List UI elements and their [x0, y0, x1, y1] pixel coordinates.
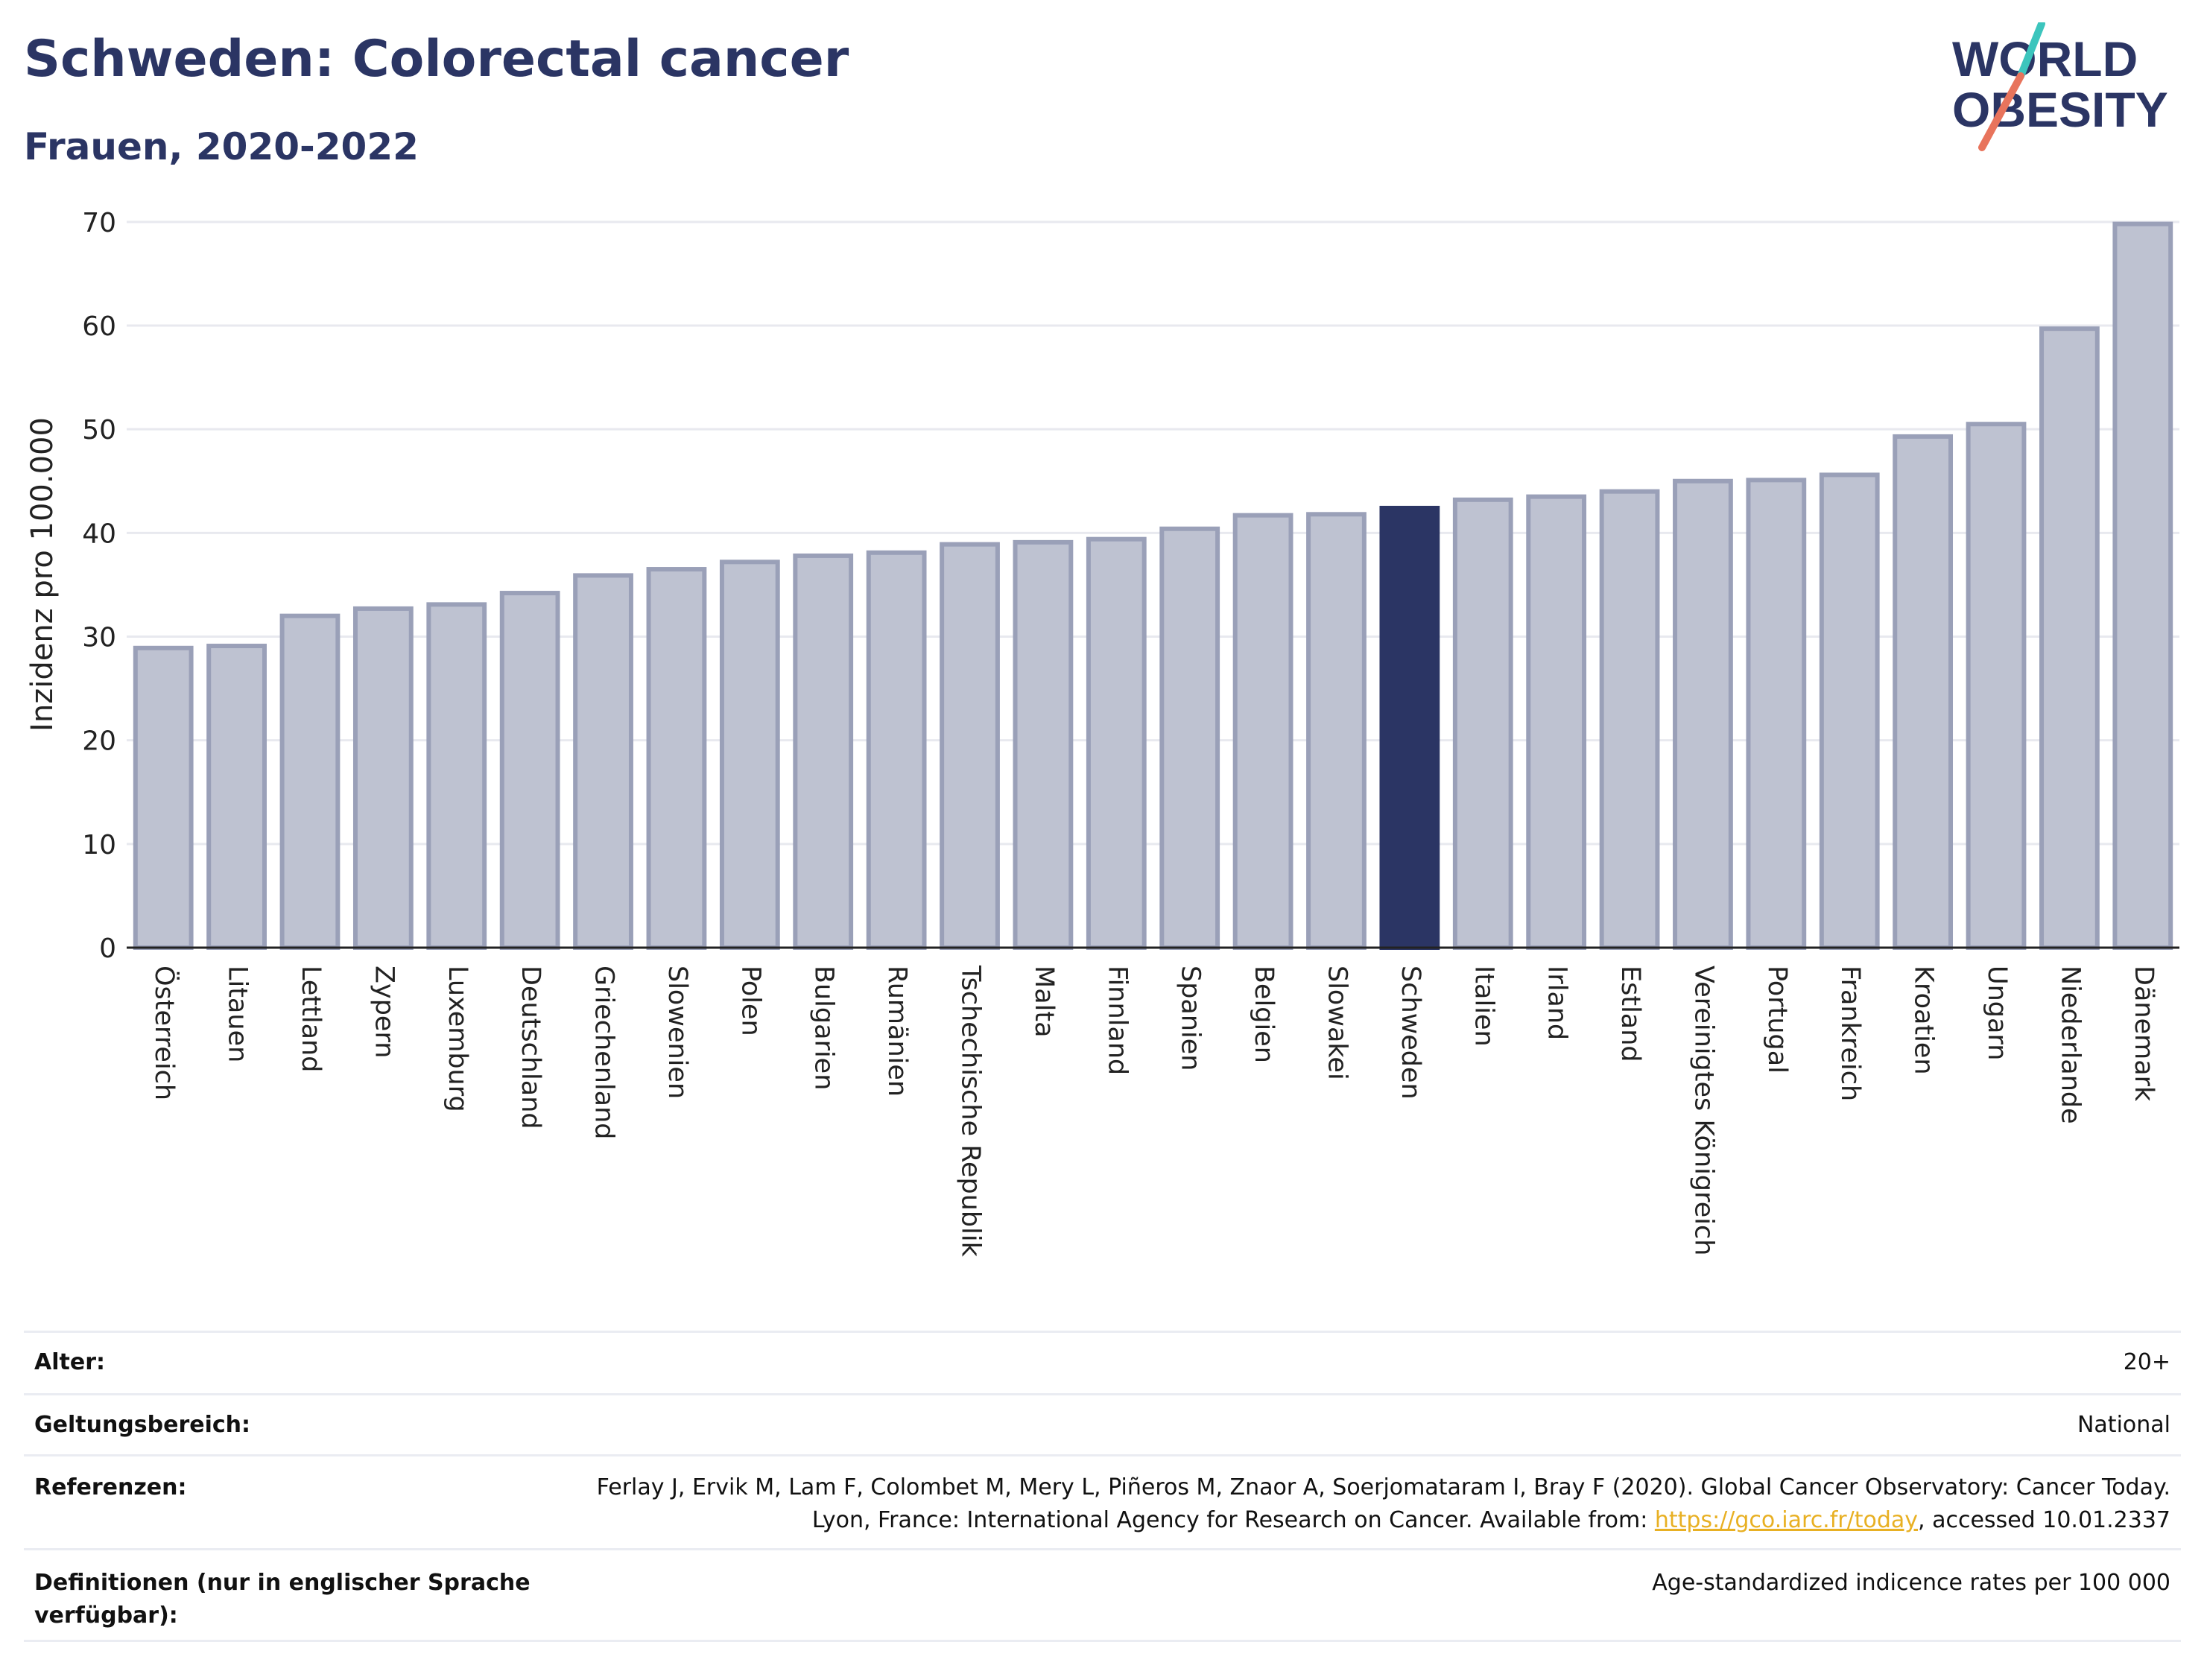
- logo-slash-teal: [2017, 22, 2045, 80]
- x-tick-label: Dänemark: [2129, 966, 2159, 1102]
- bar: [1893, 434, 1954, 950]
- bar: [2039, 326, 2100, 951]
- x-tick-label: Irland: [1542, 966, 1572, 1040]
- x-tick-label: Slowenien: [662, 966, 692, 1099]
- meta-row-definitions: Definitionen (nur in englischer Sprache …: [24, 1548, 2181, 1642]
- bar: [1159, 526, 1220, 950]
- bar: [793, 553, 854, 950]
- meta-row-references: Referenzen: Ferlay J, Ervik M, Lam F, Co…: [24, 1454, 2181, 1548]
- x-tick-label: Rumänien: [882, 966, 912, 1097]
- bar: [1673, 478, 1733, 950]
- meta-key: Alter:: [34, 1349, 105, 1375]
- reference-accessed: , accessed 10.01.2337: [1918, 1507, 2170, 1533]
- bar: [573, 573, 633, 950]
- bar: [279, 613, 341, 951]
- x-tick-label: Belgien: [1249, 966, 1279, 1063]
- y-tick-label: 40: [82, 519, 116, 549]
- x-tick-label: Tschechische Republik: [956, 965, 986, 1258]
- y-tick-label: 10: [82, 830, 116, 860]
- bar: [1819, 472, 1880, 950]
- bar: [1966, 422, 2027, 951]
- x-tick-labels: Österreich Litauen Lettland Zypern Luxemburg…: [149, 965, 2159, 1258]
- meta-key: Referenzen:: [34, 1474, 187, 1500]
- y-tick-label: 20: [82, 726, 116, 757]
- y-tick-label: 70: [82, 208, 116, 238]
- reference-text: Ferlay J, Ervik M, Lam F, Colombet M, Me…: [596, 1474, 2170, 1533]
- x-tick-label: Spanien: [1176, 966, 1206, 1071]
- bar: [1013, 539, 1074, 950]
- x-tick-label: Schweden: [1396, 966, 1425, 1100]
- meta-value: National: [2077, 1412, 2170, 1438]
- bar: [1306, 512, 1367, 950]
- logo-line2: OBESITY: [1952, 82, 2168, 137]
- x-tick-label: Zypern: [369, 966, 399, 1058]
- y-tick-label: 50: [82, 415, 116, 446]
- bar: [940, 542, 1000, 950]
- x-tick-label: Slowakei: [1322, 966, 1352, 1080]
- bar: [499, 591, 560, 950]
- x-tick-label: Österreich: [149, 966, 180, 1100]
- x-tick-label: Bulgarien: [809, 966, 839, 1090]
- logo-slash-coral: [1978, 72, 2024, 151]
- bar: [1086, 536, 1147, 950]
- bar: [1746, 478, 1807, 950]
- meta-value: Ferlay J, Ervik M, Lam F, Colombet M, Me…: [583, 1471, 2181, 1537]
- x-tick-label: Portugal: [1762, 966, 1792, 1074]
- x-tick-label: Italien: [1469, 966, 1498, 1047]
- x-tick-label: Litauen: [223, 966, 253, 1062]
- x-tick-label: Vereinigtes Königreich: [1688, 966, 1718, 1255]
- bar: [1599, 489, 1660, 950]
- y-tick-label: 0: [99, 933, 116, 964]
- y-axis-label: Inzidenz pro 100.000: [25, 417, 60, 732]
- bar: [719, 560, 780, 950]
- x-tick-label: Frankreich: [1835, 966, 1865, 1101]
- bar: [2112, 221, 2173, 951]
- meta-key: Geltungsbereich:: [34, 1412, 251, 1438]
- logo-line1: WORLD: [1952, 31, 2138, 86]
- meta-value: 20+: [2123, 1349, 2170, 1375]
- x-tick-label: Polen: [735, 966, 765, 1036]
- bar-highlight: [1379, 505, 1440, 950]
- bar-chart: 0 10 20 30 40 50 60 70 Österreich Litauen Lettlan…: [25, 208, 2179, 1258]
- bar: [1526, 494, 1587, 950]
- bar: [426, 602, 487, 950]
- metadata-table: Alter: 20+ Geltungsbereich: National Ref…: [24, 1331, 2181, 1642]
- bar: [1232, 513, 1293, 950]
- x-tick-label: Luxemburg: [443, 966, 472, 1112]
- x-tick-label: Lettland: [296, 966, 326, 1072]
- x-tick-label: Griechenland: [589, 966, 619, 1139]
- meta-value: Age-standardized indicence rates per 100…: [1652, 1570, 2170, 1596]
- bar: [206, 644, 267, 951]
- meta-row-age: Alter: 20+: [24, 1331, 2181, 1393]
- bar: [133, 645, 194, 951]
- y-tick-label: 60: [82, 311, 116, 342]
- y-tick-label: 30: [82, 623, 116, 653]
- x-tick-label: Finnland: [1102, 966, 1132, 1075]
- x-tick-label: Ungarn: [1982, 966, 2012, 1060]
- y-tick-labels: 0 10 20 30 40 50 60 70: [82, 208, 116, 964]
- page-title: Schweden: Colorectal cancer: [24, 30, 849, 89]
- reference-link[interactable]: https://gco.iarc.fr/today: [1654, 1507, 1919, 1533]
- x-tick-label: Niederlande: [2055, 966, 2085, 1124]
- page-subtitle: Frauen, 2020-2022: [24, 125, 419, 168]
- bars: [133, 221, 2173, 951]
- bar: [646, 567, 707, 951]
- bar: [352, 606, 414, 950]
- x-tick-label: Kroatien: [1909, 966, 1939, 1075]
- x-tick-label: Deutschland: [516, 966, 545, 1129]
- world-obesity-logo: WORLD OBESITY: [1952, 22, 2168, 151]
- meta-row-scope: Geltungsbereich: National: [24, 1393, 2181, 1454]
- bar: [1452, 497, 1513, 950]
- meta-key: Definitionen (nur in englischer Sprache …: [34, 1570, 531, 1629]
- bar: [866, 550, 927, 950]
- x-tick-label: Estland: [1615, 966, 1645, 1062]
- x-tick-label: Malta: [1029, 966, 1059, 1038]
